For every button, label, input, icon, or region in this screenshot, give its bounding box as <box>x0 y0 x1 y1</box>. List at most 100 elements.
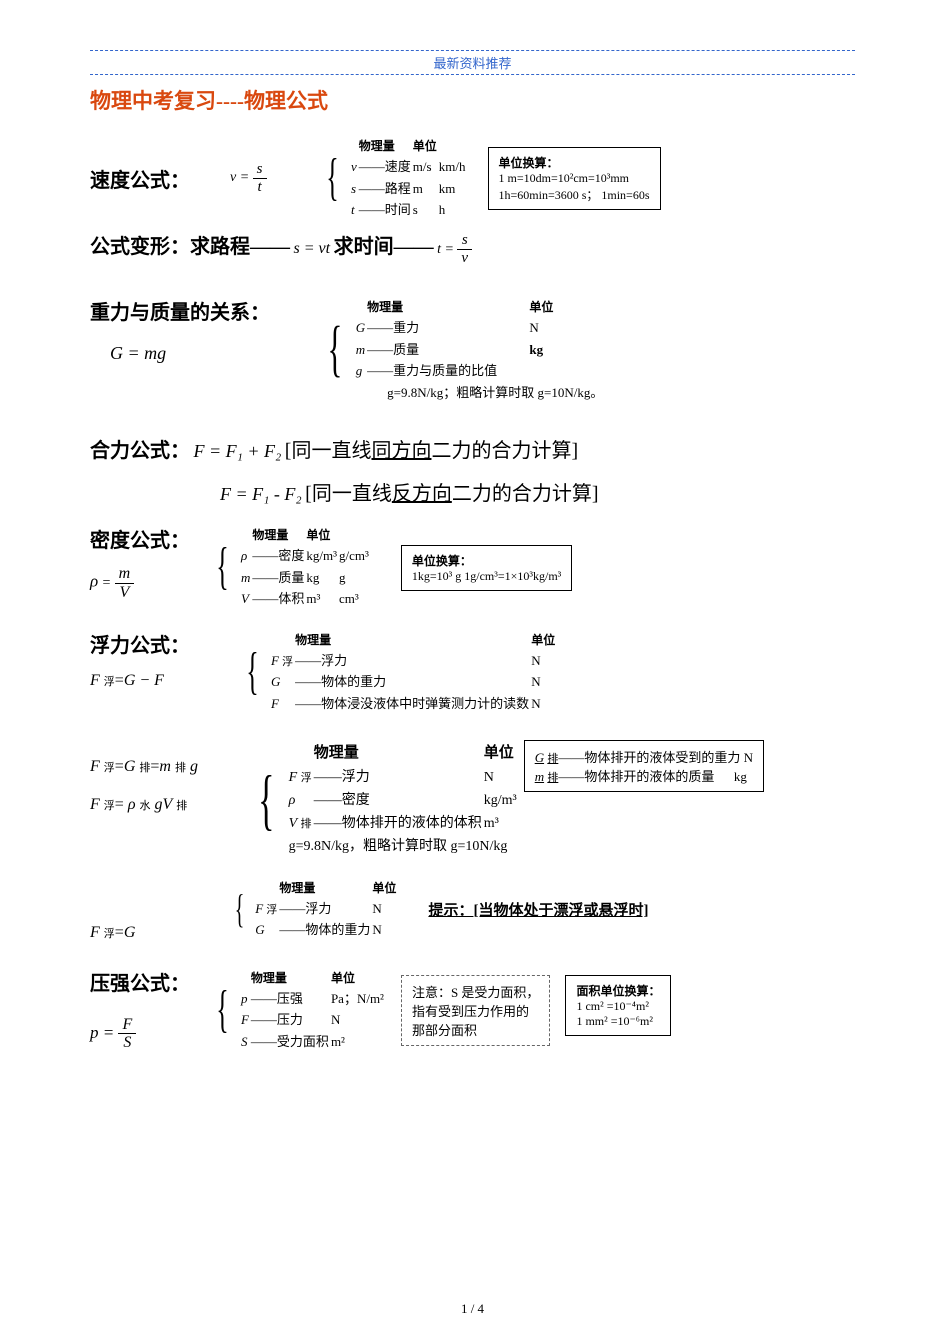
section-gravity: 重力与质量的关系： G = mg { 物理量单位 G——重力N m——质量kg … <box>90 296 855 404</box>
u: g <box>339 568 369 588</box>
sym: m <box>356 340 365 360</box>
hdr: 单位 <box>413 137 437 155</box>
nm: ——速度 <box>359 157 411 177</box>
velocity-formula-left: v <box>230 170 236 185</box>
buoy1-formula: F 浮=G − F <box>90 672 240 690</box>
pressure-num: F <box>118 1016 136 1035</box>
t-den: v <box>457 250 472 267</box>
brace: { <box>327 322 342 378</box>
gravity-vars: 物理量单位 G——重力N m——质量kg g——重力与质量的比值 g=9.8N/… <box>354 296 606 404</box>
u: N <box>531 672 555 692</box>
velocity-frac-den: t <box>253 179 267 196</box>
hdr: 物理量 <box>251 969 329 987</box>
sym: G <box>255 920 277 940</box>
brace: { <box>235 891 245 927</box>
hdr: 物理量 <box>359 137 411 155</box>
t-num: s <box>457 232 472 250</box>
sym: F <box>241 1010 249 1030</box>
section-resultant: 合力公式： F = F₁ + F₂ [同一直线同方向二力的合力计算] F = F… <box>90 434 855 506</box>
u: m³ <box>306 589 337 609</box>
resultant-f2: F = F₁ - F₂ <box>220 484 302 504</box>
brace: { <box>326 155 338 202</box>
velocity-transform-mid: 求时间—— <box>334 236 434 258</box>
u: km <box>439 179 466 199</box>
box-title: 单位换算： <box>412 552 561 569</box>
buoy2-box: G 排——物体排开的液体受到的重力 N m 排——物体排开的液体的质量 kg <box>524 740 764 792</box>
nm: ——重力与质量的比值 <box>367 361 603 381</box>
u: Pa；N/m² <box>331 989 384 1009</box>
hdr: 物理量 <box>252 526 304 544</box>
hdr: 单位 <box>529 298 603 316</box>
tip-label: 提示： <box>428 903 473 919</box>
u: km/h <box>439 157 466 177</box>
hdr: 单位 <box>372 879 396 897</box>
under: 反方向 <box>392 483 452 505</box>
density-label: 密度公式： <box>90 524 210 553</box>
box-line: 1 mm² =10⁻⁶m² <box>576 1014 660 1029</box>
nm: ——物体的重力 <box>295 672 529 692</box>
nm: ——时间 <box>359 200 411 220</box>
u: N <box>372 899 396 919</box>
hdr: 单位 <box>484 742 517 765</box>
velocity-transform-f1: s = vt <box>294 240 331 257</box>
nm: ——物体的重力 <box>279 920 370 940</box>
nm: ——路程 <box>359 179 411 199</box>
box-title: 单位换算： <box>499 154 650 171</box>
section-velocity: 速度公式： v = s t { 物理量单位 v ——速度m/skm/h <box>90 135 855 266</box>
nm: ——压力 <box>251 1010 329 1030</box>
velocity-vars: 物理量单位 v——速度m/skm/h s——路程mkm t——时间sh <box>349 135 468 222</box>
buoy1-vars: 物理量单位 F 浮——浮力N G——物体的重力N F——物体浸没液体中时弹簧测力… <box>269 629 557 716</box>
brace: { <box>246 649 258 696</box>
hdr: 单位 <box>331 969 384 987</box>
u: kg <box>529 340 603 360</box>
section-pressure: 压强公式： p = F S { 物理量单位 p——压强Pa； <box>90 967 855 1054</box>
buoy3-formula: F 浮=G <box>90 924 230 942</box>
nm: ——体积 <box>252 589 304 609</box>
density-vars: 物理量单位 ρ——密度kg/m³g/cm³ m——质量kgg V——体积m³cm… <box>239 524 371 611</box>
sym: g <box>356 361 365 381</box>
hdr: 单位 <box>306 526 337 544</box>
under: 同方向 <box>371 440 431 462</box>
section-buoy3: F 浮=G { 物理量单位 F 浮——浮力N G——物体的重力N <box>90 877 855 942</box>
hdr: 物理量 <box>367 298 527 316</box>
box-line: 1kg=10³ g 1g/cm³=1×10³kg/m³ <box>412 569 561 584</box>
box-line: m 排——物体排开的液体的质量 kg <box>535 766 753 785</box>
nm: ——密度 <box>252 546 304 566</box>
nm: ——质量 <box>367 340 527 360</box>
resultant-label: 合力公式： <box>90 440 190 462</box>
nm: ——浮力 <box>295 651 529 671</box>
sym: F <box>271 694 293 714</box>
pressure-label: 压强公式： <box>90 967 210 996</box>
u: N <box>331 1010 384 1030</box>
eq: = <box>240 170 253 185</box>
section-density: 密度公式： ρ = m V { 物理量单位 ρ——密度kg <box>90 524 855 611</box>
u: N <box>529 318 603 338</box>
hdr: 物理量 <box>314 742 482 765</box>
box-line: G 排——物体排开的液体受到的重力 N <box>535 747 753 766</box>
u: m/s <box>413 157 437 177</box>
sym: V <box>241 589 250 609</box>
nm: ——受力面积 <box>251 1032 329 1052</box>
hdr: 物理量 <box>295 631 529 649</box>
sym: s <box>351 179 357 199</box>
note-line: 那部分面积 <box>412 1020 539 1039</box>
u: h <box>439 200 466 220</box>
u: N <box>531 694 555 714</box>
velocity-conversion-box: 单位换算： 1 m=10dm=10²cm=10³mm 1h=60min=3600… <box>488 147 661 210</box>
u: g/cm³ <box>339 546 369 566</box>
density-den: V <box>115 584 135 602</box>
sym: m <box>241 568 250 588</box>
sym: G <box>271 672 293 692</box>
page: 最新资料推荐 物理中考复习----物理公式 速度公式： v = s t { <box>0 0 945 1337</box>
note-line: 指有受到压力作用的 <box>412 1001 539 1020</box>
box-line: 1 m=10dm=10²cm=10³mm <box>499 171 650 186</box>
resultant-f1-note: [同一直线同方向二力的合力计算] <box>285 440 578 462</box>
density-left: ρ <box>90 572 98 591</box>
header-banner: 最新资料推荐 <box>90 50 855 75</box>
u: kg/m³ <box>484 790 517 811</box>
u: kg <box>306 568 337 588</box>
pressure-note: 注意：S 是受力面积， 指有受到压力作用的 那部分面积 <box>401 975 550 1046</box>
velocity-label: 速度公式： <box>90 170 190 192</box>
pressure-den: S <box>118 1034 136 1052</box>
box-line: 1 cm² =10⁻⁴m² <box>576 999 660 1014</box>
